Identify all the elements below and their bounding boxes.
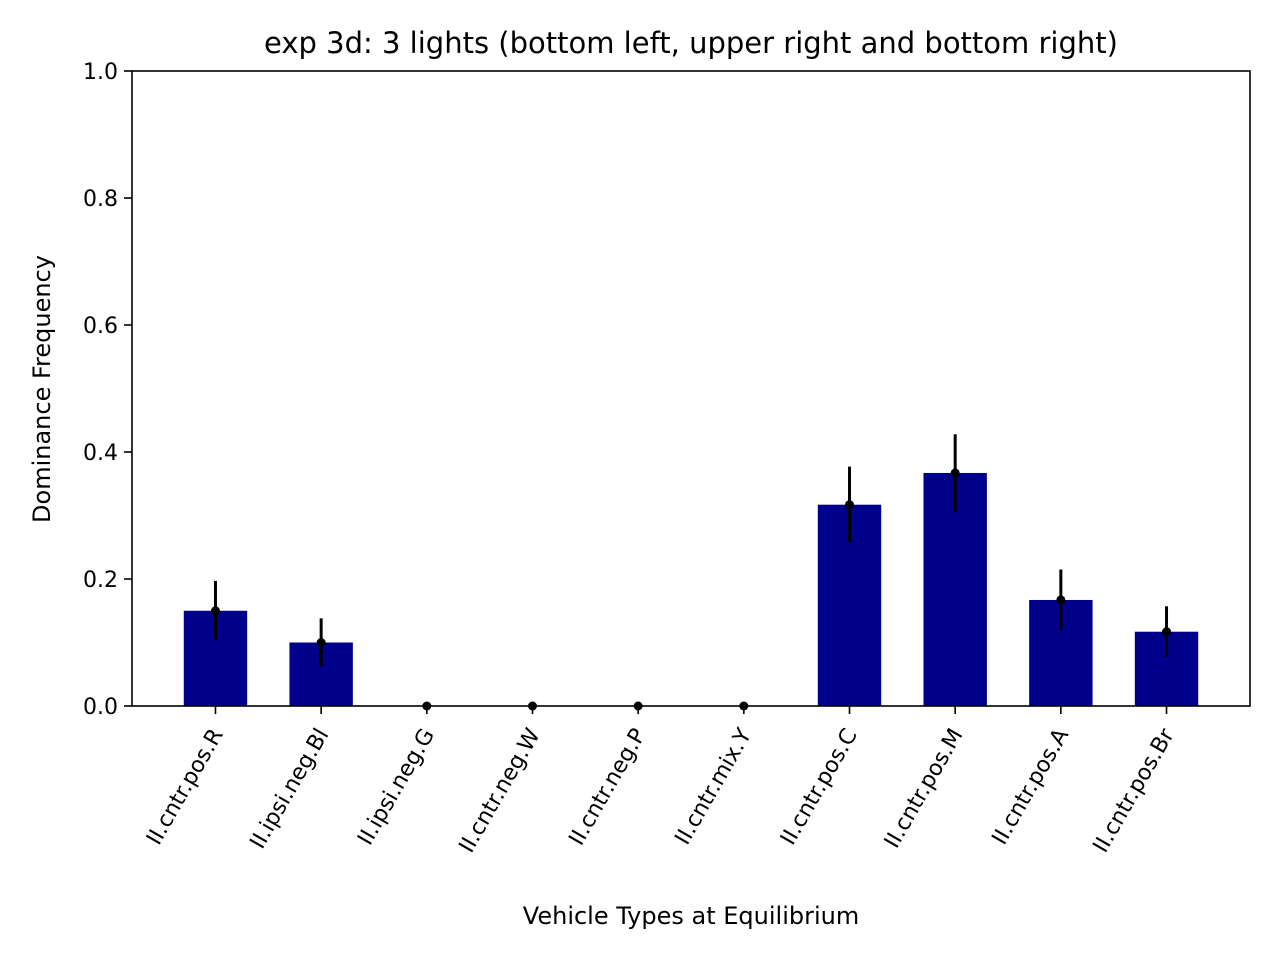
bar-8 — [923, 472, 987, 706]
x-tick-label-10: II.cntr.pos.Br — [1089, 724, 1180, 857]
x-tick-label-7: II.cntr.pos.C — [776, 725, 863, 850]
mean-marker-1 — [210, 606, 220, 616]
y-tick-label-5: 0.8 — [83, 187, 118, 212]
x-tick-label-6: II.cntr.mix.Y — [671, 724, 758, 849]
y-tick-label-4: 0.6 — [83, 314, 118, 339]
x-tick-label-5: II.cntr.neg.P — [565, 725, 652, 850]
y-tick-label-3: 0.4 — [83, 441, 118, 466]
plot-area: 0.00.20.40.60.81.0II.cntr.pos.R II.ipsi.n… — [83, 60, 1251, 857]
x-tick-label-2: II.ipsi.neg.Bl — [246, 725, 335, 854]
y-tick-label-6: 1.0 — [83, 60, 118, 85]
mean-marker-7 — [845, 500, 855, 510]
y-axis-label: Dominance Frequency — [28, 255, 56, 523]
x-tick-label-3: II.ipsi.neg.G — [353, 725, 440, 850]
mean-marker-10 — [1162, 627, 1172, 637]
chart-title: exp 3d: 3 lights (bottom left, upper rig… — [264, 26, 1118, 60]
x-tick-label-4: II.cntr.neg.W — [455, 724, 546, 857]
y-tick-label-1: 0.0 — [83, 695, 118, 720]
mean-marker-8 — [950, 468, 960, 478]
mean-marker-9 — [1056, 595, 1066, 605]
x-tick-label-1: II.cntr.pos.R — [142, 725, 229, 850]
axes-frame — [131, 70, 1251, 707]
x-axis-label: Vehicle Types at Equilibrium — [523, 902, 859, 930]
x-tick-label-9: II.cntr.pos.A — [988, 725, 1074, 850]
x-tick-label-8: II.cntr.pos.M — [880, 725, 968, 853]
y-tick-label-2: 0.2 — [83, 568, 118, 593]
mean-marker-2 — [316, 638, 326, 647]
